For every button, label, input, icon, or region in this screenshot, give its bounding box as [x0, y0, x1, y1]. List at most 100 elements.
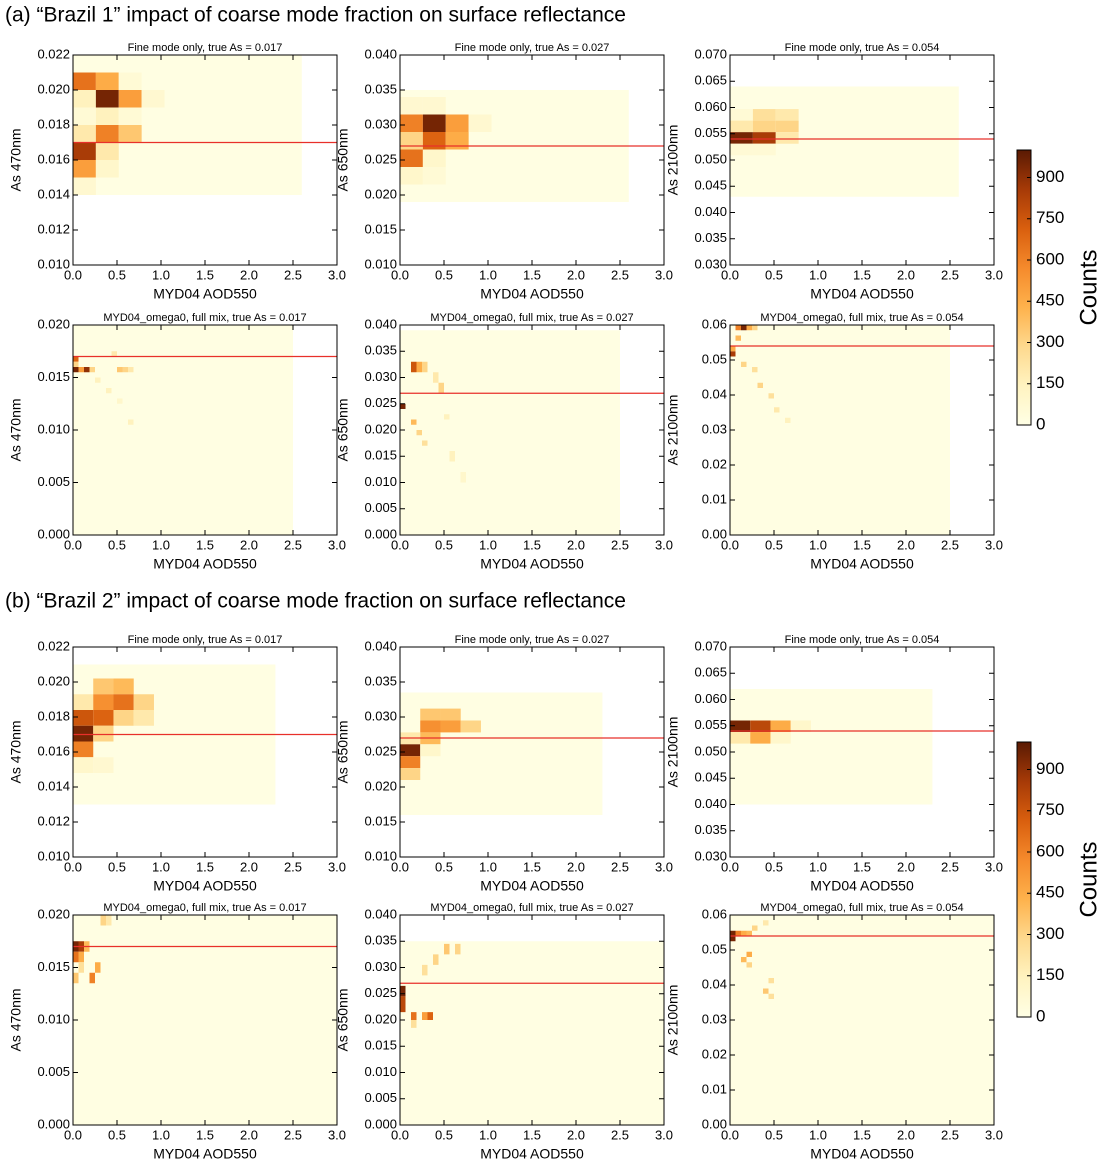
heatmap-cell [422, 114, 446, 132]
y-tick-label: 0.03 [702, 1011, 727, 1026]
x-axis-label: MYD04 AOD550 [810, 1146, 914, 1162]
y-tick-label: 0.040 [364, 906, 397, 921]
y-tick-label: 0.010 [37, 421, 70, 436]
x-tick-label: 3.0 [655, 267, 673, 282]
x-tick-label: 1.0 [479, 537, 497, 552]
y-tick-label: 0.010 [37, 848, 70, 863]
y-tick-label: 0.020 [364, 421, 397, 436]
y-tick-label: 0.035 [694, 822, 727, 837]
y-tick-label: 0.010 [364, 1064, 397, 1079]
heatmap-cell [73, 725, 94, 742]
y-tick-label: 0.020 [37, 906, 70, 921]
colorbar-tick-label: 150 [1036, 373, 1064, 392]
x-tick-label: 3.0 [655, 859, 673, 874]
heatmap-cell [433, 372, 439, 383]
heatmap-cell [741, 957, 747, 963]
y-tick-label: 0.025 [364, 985, 397, 1000]
panel-title: Fine mode only, true As = 0.027 [455, 634, 610, 646]
heatmap-cell [133, 694, 154, 710]
plot-area [400, 90, 664, 202]
heatmap-cell [422, 167, 446, 185]
x-axis-label: MYD04 AOD550 [480, 556, 584, 572]
heatmap-cell [73, 741, 94, 758]
plot-area [73, 325, 337, 535]
heatmap-cell [790, 720, 811, 733]
x-tick-label: 2.5 [284, 267, 302, 282]
heatmap-cell [752, 120, 776, 133]
x-tick-label: 0.0 [391, 859, 409, 874]
heatmap-cell [752, 143, 776, 156]
x-tick-label: 3.0 [655, 537, 673, 552]
heatmap-cell [730, 915, 994, 1125]
x-tick-label: 0.0 [64, 267, 82, 282]
x-tick-label: 1.0 [479, 859, 497, 874]
heatmap-cell [411, 1020, 417, 1028]
heatmap-cell [95, 125, 119, 143]
y-tick-label: 0.035 [694, 230, 727, 245]
heatmap-cell [73, 972, 79, 984]
heatmap-cell [422, 149, 446, 167]
x-tick-label: 1.5 [853, 859, 871, 874]
heatmap-cell [117, 398, 123, 404]
heatmap-cell [422, 964, 428, 976]
heatmap-cell [735, 325, 741, 331]
heatmap-cell [411, 361, 417, 373]
heatmap-cell [400, 768, 421, 780]
heatmap-cell [427, 1012, 433, 1020]
x-axis-label: MYD04 AOD550 [153, 1146, 257, 1162]
y-tick-label: 0.000 [364, 526, 397, 541]
heatmap-cell [400, 97, 423, 115]
x-tick-label: 0.5 [435, 859, 453, 874]
y-axis-label: As 470nm [8, 128, 24, 191]
x-tick-label: 3.0 [328, 267, 346, 282]
x-tick-label: 2.0 [897, 267, 915, 282]
y-tick-label: 0.030 [364, 959, 397, 974]
y-tick-label: 0.010 [37, 1011, 70, 1026]
x-tick-label: 0.0 [721, 537, 739, 552]
heatmap-cell [420, 720, 441, 733]
heatmap-cell [763, 920, 769, 926]
heatmap-cell [73, 325, 293, 535]
heatmap-cell [400, 167, 423, 185]
colorbar-tick-label: 750 [1036, 800, 1064, 819]
x-tick-label: 0.0 [721, 267, 739, 282]
y-tick-label: 0.035 [364, 81, 397, 96]
y-tick-label: 0.035 [364, 933, 397, 948]
plot-area [400, 330, 664, 535]
x-tick-label: 2.0 [897, 1127, 915, 1142]
x-tick-label: 1.0 [809, 267, 827, 282]
panel-title: Fine mode only, true As = 0.054 [785, 634, 940, 646]
colorbar-tick-label: 750 [1036, 208, 1064, 227]
heatmap-cell [768, 993, 774, 999]
heatmap-cell [444, 943, 450, 955]
heatmap-cell [750, 720, 771, 733]
x-tick-label: 0.5 [765, 859, 783, 874]
x-tick-label: 0.5 [108, 537, 126, 552]
colorbar-tick-label: 600 [1036, 249, 1064, 268]
y-tick-label: 0.060 [694, 691, 727, 706]
heatmap-cell [438, 382, 444, 394]
x-tick-label: 0.0 [391, 537, 409, 552]
heatmap-cell [444, 414, 450, 420]
heatmap-cell [113, 694, 134, 710]
heatmap-cell [763, 988, 769, 994]
plot-area [400, 941, 664, 1125]
heatmap-cell [73, 757, 94, 773]
y-tick-label: 0.015 [364, 1038, 397, 1053]
heatmap-cell [416, 430, 422, 436]
x-axis-label: MYD04 AOD550 [480, 878, 584, 894]
heatmap-cell [78, 962, 84, 973]
y-tick-label: 0.005 [37, 1064, 70, 1079]
y-tick-label: 0.02 [702, 1046, 727, 1061]
heatmap-cell [433, 954, 439, 965]
x-tick-label: 2.0 [240, 267, 258, 282]
y-tick-label: 0.05 [702, 941, 727, 956]
heatmap-cell [106, 915, 112, 926]
y-tick-label: 0.012 [37, 221, 70, 236]
y-tick-label: 0.01 [702, 1081, 727, 1096]
heatmap-cell [73, 694, 94, 710]
heatmap-cell [752, 325, 758, 331]
x-tick-label: 1.5 [196, 267, 214, 282]
colorbar-tick-label: 150 [1036, 965, 1064, 984]
